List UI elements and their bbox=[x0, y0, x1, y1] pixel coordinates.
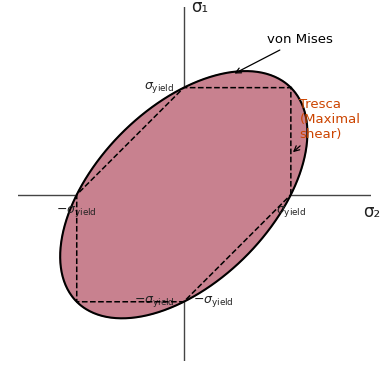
Text: $-\sigma_{\mathsf{yield}}$: $-\sigma_{\mathsf{yield}}$ bbox=[193, 294, 234, 309]
Text: σ₁: σ₁ bbox=[191, 0, 209, 16]
Polygon shape bbox=[60, 71, 307, 318]
Text: σ₂: σ₂ bbox=[363, 203, 380, 221]
Text: Tresca
(Maximal
shear): Tresca (Maximal shear) bbox=[294, 98, 361, 151]
Text: $\sigma_{\mathsf{yield}}$: $\sigma_{\mathsf{yield}}$ bbox=[144, 80, 174, 95]
Text: $\sigma_{\mathsf{yield}}$: $\sigma_{\mathsf{yield}}$ bbox=[276, 204, 306, 219]
Text: von Mises: von Mises bbox=[236, 33, 333, 73]
Text: $-\sigma_{\mathsf{yield}}$: $-\sigma_{\mathsf{yield}}$ bbox=[133, 294, 174, 309]
Text: $-\sigma_{\mathsf{yield}}$: $-\sigma_{\mathsf{yield}}$ bbox=[56, 204, 97, 219]
